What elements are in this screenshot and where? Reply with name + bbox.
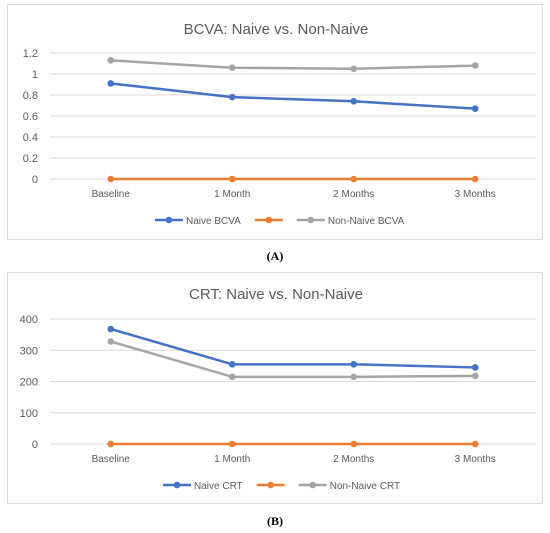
x-tick-label: 2 Months (333, 189, 374, 200)
data-point (471, 175, 479, 183)
caption-b-text: (B) (267, 514, 283, 528)
y-tick-label: 300 (20, 345, 38, 357)
legend-swatch-marker (265, 216, 273, 224)
data-point (228, 361, 236, 368)
caption-a: (A) (0, 249, 550, 264)
series-line-2 (110, 340, 476, 379)
data-point (350, 440, 358, 448)
data-point (107, 57, 115, 64)
x-tick-label: 2 Months (333, 454, 374, 465)
legend-swatch-marker (173, 481, 181, 489)
chart-panel-crt: CRT: Naive vs. Non-Naive 0 100 200 300 400 Bas… (7, 272, 543, 504)
data-point (107, 80, 115, 87)
x-tick-label: 3 Months (455, 454, 496, 465)
data-point (471, 364, 479, 371)
data-point (107, 440, 115, 448)
series-line-0 (110, 82, 476, 110)
legend-label: Non-Naive CRT (330, 481, 400, 492)
data-point (350, 361, 358, 368)
y-tick-label: 100 (20, 408, 38, 420)
data-point (228, 440, 236, 448)
series-line-0 (110, 327, 476, 369)
y-tick-label: 0 (32, 439, 38, 451)
y-tick-label: 1.2 (23, 48, 38, 60)
caption-a-text: (A) (266, 249, 284, 263)
y-tick-label: 0 (32, 174, 38, 186)
chart-title: BCVA: Naive vs. Non-Naive (184, 21, 369, 38)
data-point (471, 105, 479, 112)
data-point (107, 175, 115, 183)
series-line-2 (110, 59, 476, 70)
legend-swatch-marker (309, 481, 317, 489)
data-point (350, 98, 358, 105)
bcva-chart-svg: BCVA: Naive vs. Non-Naive 0 0.2 0.4 0.6 0.8 1 1… (23, 21, 536, 227)
y-tick-label: 0.8 (23, 90, 38, 102)
data-point (350, 373, 358, 381)
y-tick-label: 0.2 (23, 153, 38, 165)
legend-label: Naive BCVA (186, 216, 241, 227)
data-point (350, 65, 358, 73)
legend-swatch-marker (307, 216, 315, 224)
legend-label: Naive CRT (194, 481, 243, 492)
crt-chart-svg: CRT: Naive vs. Non-Naive 0 100 200 300 400 Bas… (20, 286, 536, 492)
data-point (471, 372, 479, 380)
data-point (350, 175, 358, 183)
y-tick-label: 0.4 (23, 132, 38, 144)
x-tick-label: 3 Months (455, 189, 496, 200)
chart-title: CRT: Naive vs. Non-Naive (189, 286, 363, 303)
y-tick-label: 200 (20, 377, 38, 389)
data-point (471, 62, 479, 69)
y-tick-label: 1 (32, 69, 38, 81)
data-point (228, 93, 236, 101)
legend-swatch-marker (267, 481, 275, 489)
data-point (471, 440, 479, 448)
x-tick-label: Baseline (92, 454, 131, 465)
x-tick-label: 1 Month (214, 454, 250, 465)
caption-b: (B) (0, 514, 550, 529)
chart-panel-bcva: BCVA: Naive vs. Non-Naive 0 0.2 0.4 0.6 0.8 1 1… (7, 4, 543, 240)
data-point (107, 338, 115, 345)
legend-swatch-marker (165, 216, 173, 224)
x-tick-label: 1 Month (214, 189, 250, 200)
data-point (228, 373, 236, 381)
data-point (228, 64, 236, 71)
data-point (107, 325, 115, 333)
y-tick-label: 400 (20, 314, 38, 326)
x-tick-label: Baseline (92, 189, 131, 200)
data-point (228, 175, 236, 183)
y-tick-label: 0.6 (23, 111, 38, 123)
legend-label: Non-Naive BCVA (328, 216, 405, 227)
